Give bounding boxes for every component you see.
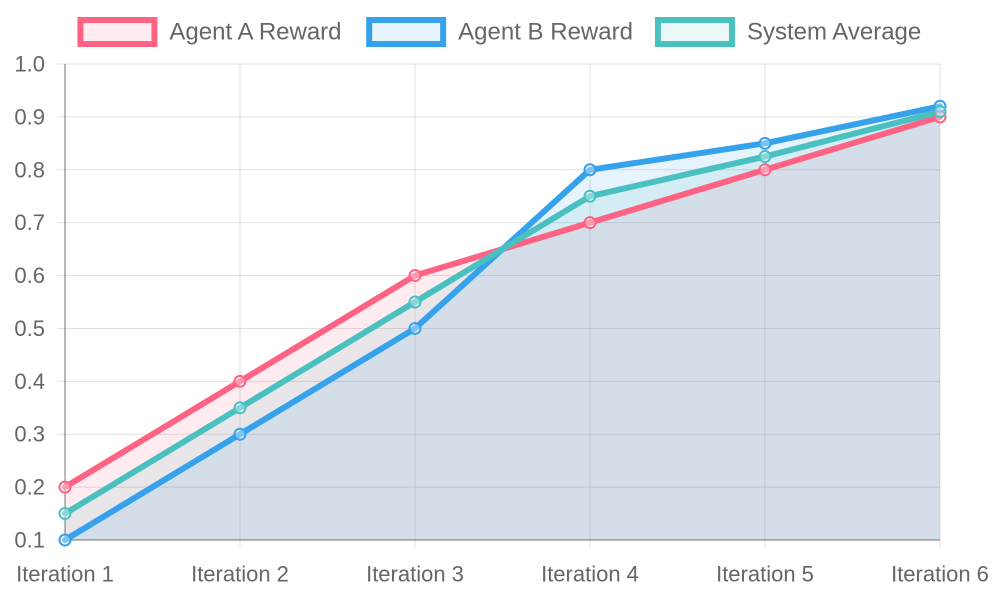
- y-tick-label: 0.5: [14, 316, 45, 341]
- y-axis-ticks: 0.1 0.2 0.3 0.4 0.5 0.6 0.7 0.8 0.9 1.0: [14, 52, 45, 553]
- y-tick-label: 0.1: [14, 528, 45, 553]
- x-tick-label: Iteration 3: [366, 562, 464, 587]
- data-point: [233, 374, 247, 388]
- y-tick-label: 0.7: [14, 210, 45, 235]
- data-point: [408, 321, 422, 335]
- series-areas: [65, 106, 940, 540]
- legend-item[interactable]: Agent A Reward: [77, 17, 342, 47]
- legend-label: Agent A Reward: [169, 19, 341, 46]
- data-point: [233, 427, 247, 441]
- x-tick-label: Iteration 5: [716, 562, 814, 587]
- series-area-0: [65, 116, 940, 540]
- legend-swatch: [366, 17, 447, 47]
- y-tick-label: 0.6: [14, 263, 45, 288]
- legend-swatch: [77, 17, 158, 47]
- axes: [64, 64, 940, 541]
- data-point: [758, 150, 772, 164]
- legend-label: Agent B Reward: [458, 19, 633, 46]
- legend-item[interactable]: Agent B Reward: [366, 17, 633, 47]
- data-point: [233, 401, 247, 415]
- y-tick-label: 0.4: [14, 369, 45, 394]
- y-tick-label: 0.9: [14, 104, 45, 129]
- data-point: [58, 507, 72, 521]
- data-point: [58, 533, 72, 547]
- x-axis-ticks: Iteration 1 Iteration 2 Iteration 3 Iterati…: [16, 562, 989, 587]
- legend-swatch: [654, 17, 735, 47]
- grid: [57, 63, 941, 548]
- data-point: [583, 163, 597, 177]
- data-point: [758, 163, 772, 177]
- legend-item[interactable]: System Average: [654, 17, 921, 47]
- data-point: [583, 216, 597, 230]
- x-tick-label: Iteration 4: [541, 562, 639, 587]
- y-tick-label: 0.2: [14, 475, 45, 500]
- series-area-1: [65, 106, 940, 540]
- y-tick-label: 1.0: [14, 52, 45, 77]
- data-point: [58, 480, 72, 494]
- y-tick-label: 0.8: [14, 157, 45, 182]
- x-tick-label: Iteration 2: [191, 562, 289, 587]
- series-lines: [62, 103, 943, 543]
- y-tick-label: 0.3: [14, 422, 45, 447]
- data-point: [583, 189, 597, 203]
- series-area-2: [65, 111, 940, 540]
- data-point: [408, 295, 422, 309]
- series-points: [58, 99, 947, 547]
- data-point: [933, 105, 947, 119]
- series-line-2: [62, 108, 943, 517]
- x-tick-label: Iteration 6: [891, 562, 989, 587]
- data-point: [758, 136, 772, 150]
- legend: Agent A Reward Agent B Reward System Avera…: [77, 17, 921, 47]
- x-tick-label: Iteration 1: [16, 562, 114, 587]
- data-point: [408, 269, 422, 283]
- legend-label: System Average: [747, 19, 921, 46]
